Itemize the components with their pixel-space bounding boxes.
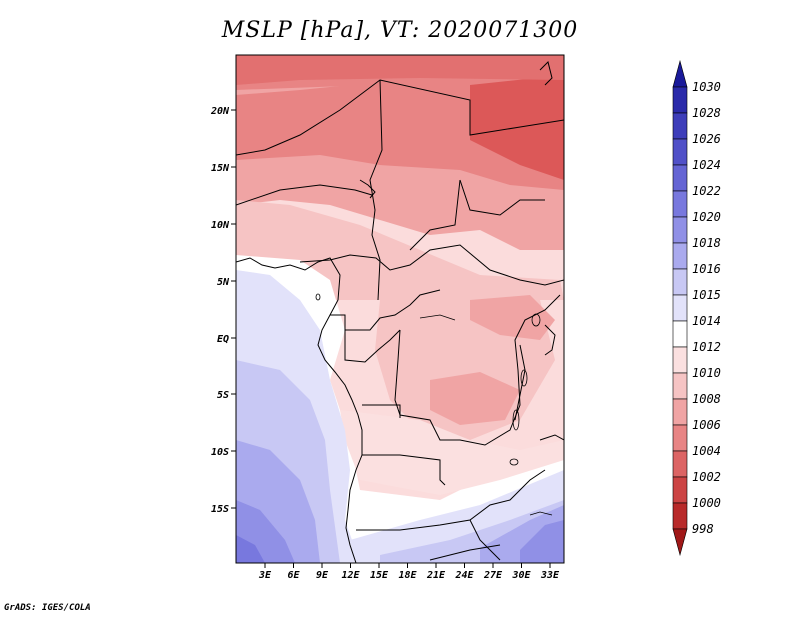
lat-label: 5N (217, 277, 230, 288)
colorbar-segment (672, 242, 688, 270)
lon-label: 18E (398, 570, 417, 581)
lat-label: 15N (211, 163, 230, 174)
lon-label: 9E (316, 570, 329, 581)
colorbar-segment (672, 372, 688, 400)
colorbar-segment (672, 190, 688, 218)
colorbar-segment (672, 424, 688, 452)
colorbar-label: 1006 (692, 418, 721, 432)
grads-credit: GrADS: IGES/COLA (4, 603, 91, 613)
colorbar-segment (672, 164, 688, 192)
lat-label: 20N (210, 106, 230, 117)
colorbar-segment (672, 216, 688, 244)
colorbar-label: 1028 (692, 106, 721, 120)
latitude-axis: 20N 15N 10N 5N EQ 5S 10S 15S (210, 106, 236, 515)
colorbar-segment (672, 450, 688, 478)
lon-label: 21E (426, 570, 446, 581)
colorbar-segment (672, 112, 688, 140)
lon-label: 33E (540, 570, 560, 581)
lon-label: 6E (287, 570, 300, 581)
lat-label: 10N (211, 220, 230, 231)
colorbar-segment (672, 502, 688, 530)
lat-label: 10S (211, 447, 229, 458)
colorbar-label: 1018 (692, 236, 721, 250)
colorbar-label: 1026 (692, 132, 721, 146)
colorbar-label: 998 (692, 522, 714, 536)
lon-label: 27E (483, 570, 503, 581)
colorbar-label: 1022 (692, 184, 721, 198)
colorbar-arrow-bottom (672, 528, 688, 557)
colorbar-label: 1012 (692, 340, 721, 354)
lon-label: 3E (258, 570, 272, 581)
lon-label: 15E (370, 570, 389, 581)
colorbar-label: 1000 (692, 496, 721, 510)
colorbar-label: 1016 (692, 262, 721, 276)
colorbar-label: 1002 (692, 470, 721, 484)
colorbar-label: 1020 (692, 210, 721, 224)
colorbar-segment (672, 138, 688, 166)
colorbar-segment (672, 294, 688, 322)
lon-label: 12E (341, 570, 360, 581)
colorbar-label: 1030 (692, 80, 721, 94)
colorbar-label: 1004 (692, 444, 721, 458)
lat-label: EQ (217, 334, 229, 345)
lon-label: 30E (511, 570, 531, 581)
colorbar-label: 1010 (692, 366, 721, 380)
colorbar-label: 1024 (692, 158, 721, 172)
colorbar-label: 1015 (692, 288, 721, 302)
colorbar: 1030 1028 1026 1024 1022 1020 1018 1016 1015 1014… (672, 59, 721, 557)
lat-label: 15S (211, 504, 229, 515)
lat-label: 5S (217, 390, 229, 401)
colorbar-segment (672, 86, 688, 114)
longitude-axis: 3E 6E 9E 12E 15E 18E 21E 24E 27E 30E 33E (258, 563, 560, 581)
chart-title: MSLP [hPa], VT: 2020071300 (221, 18, 579, 43)
colorbar-label: 1014 (692, 314, 721, 328)
colorbar-segment (672, 320, 688, 348)
colorbar-segment (672, 476, 688, 504)
colorbar-segment (672, 398, 688, 426)
lon-label: 24E (454, 570, 474, 581)
colorbar-segment (672, 346, 688, 374)
colorbar-segment (672, 268, 688, 296)
colorbar-label: 1008 (692, 392, 721, 406)
colorbar-arrow-top (672, 59, 688, 88)
map-panel (236, 55, 564, 563)
